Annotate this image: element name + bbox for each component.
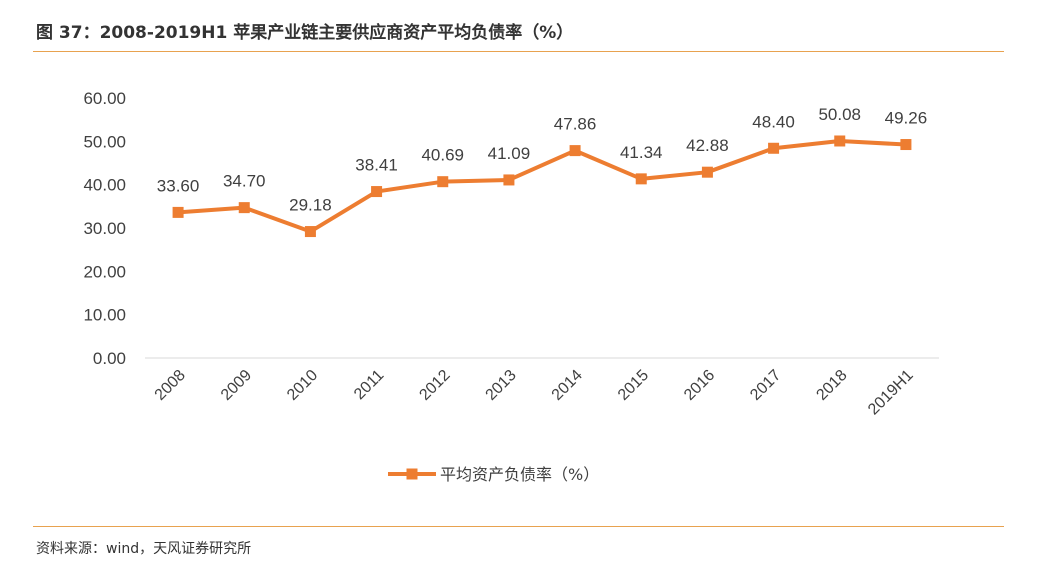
x-axis-ticks: 2008 2009 2010 2011 2012 2013 2014 2015 2016 2017… <box>152 367 917 419</box>
x-tick-label: 2019H1 <box>865 367 917 419</box>
legend-marker <box>406 468 418 480</box>
y-tick-label: 0.00 <box>93 349 126 368</box>
x-tick-label: 2008 <box>152 367 189 404</box>
data-label: 34.70 <box>223 172 266 191</box>
y-axis-ticks: 0.00 10.00 20.00 30.00 40.00 50.00 60.00 <box>83 89 126 368</box>
data-labels: 33.60 34.70 29.18 38.41 40.69 41.09 47.86 41.34… <box>157 105 927 215</box>
data-point-marker <box>701 166 713 178</box>
figure-title: 图 37：2008-2019H1 苹果产业链主要供应商资产平均负债率（%） <box>36 23 574 43</box>
data-label: 38.41 <box>355 156 398 175</box>
source-note: 资料来源：wind，天风证券研究所 <box>36 541 252 557</box>
y-tick-label: 10.00 <box>83 306 126 325</box>
series-markers <box>172 135 912 238</box>
data-label: 42.88 <box>686 136 729 155</box>
x-tick-label: 2015 <box>615 367 652 404</box>
x-tick-label: 2014 <box>549 367 586 404</box>
data-label: 40.69 <box>421 146 464 165</box>
data-point-marker <box>437 176 449 188</box>
legend: 平均资产负债率（%） <box>388 465 599 484</box>
data-label: 33.60 <box>157 176 200 195</box>
data-label: 29.18 <box>289 196 332 215</box>
data-point-marker <box>304 226 316 238</box>
y-tick-label: 20.00 <box>83 262 126 281</box>
legend-label: 平均资产负债率（%） <box>440 465 599 484</box>
data-label: 48.40 <box>752 112 795 131</box>
data-label: 50.08 <box>818 105 861 124</box>
x-tick-label: 2013 <box>483 367 520 404</box>
bottom-divider <box>33 526 1004 527</box>
y-tick-label: 50.00 <box>83 132 126 151</box>
x-tick-label: 2011 <box>351 367 387 403</box>
data-point-marker <box>172 206 184 218</box>
x-tick-label: 2016 <box>681 367 718 404</box>
top-divider <box>33 51 1004 52</box>
data-point-marker <box>834 135 846 147</box>
y-tick-label: 30.00 <box>83 219 126 238</box>
data-label: 41.09 <box>488 144 531 163</box>
data-label: 49.26 <box>885 109 928 128</box>
data-point-marker <box>503 174 515 186</box>
data-point-marker <box>569 145 581 157</box>
x-tick-label: 2009 <box>218 367 255 404</box>
series-line <box>177 138 907 234</box>
data-point-marker <box>238 202 250 214</box>
data-point-marker <box>635 173 647 185</box>
data-point-marker <box>900 139 912 151</box>
y-tick-label: 60.00 <box>83 89 126 108</box>
y-tick-label: 40.00 <box>83 176 126 195</box>
data-label: 41.34 <box>620 143 663 162</box>
data-point-marker <box>371 186 383 198</box>
data-label: 47.86 <box>554 115 597 134</box>
x-tick-label: 2018 <box>813 367 850 404</box>
x-tick-label: 2017 <box>747 367 784 404</box>
x-tick-label: 2012 <box>416 367 453 404</box>
x-tick-label: 2010 <box>284 367 321 404</box>
data-point-marker <box>768 142 780 154</box>
